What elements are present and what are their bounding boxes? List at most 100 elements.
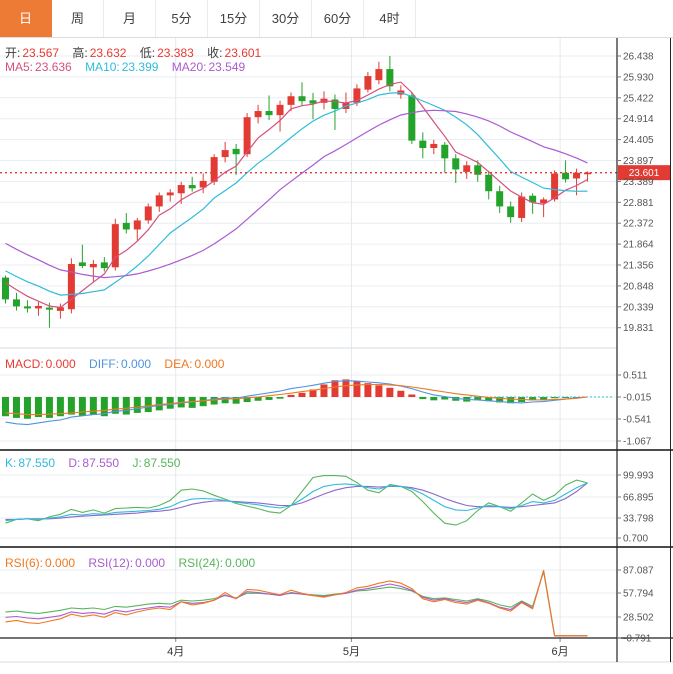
month-label: 4月 xyxy=(167,646,184,658)
macd-bar xyxy=(496,397,504,403)
tab-period-6[interactable]: 60分 xyxy=(312,0,364,37)
macd-bar xyxy=(485,397,493,402)
tab-period-7[interactable]: 4时 xyxy=(364,0,416,37)
macd-bar xyxy=(353,381,361,397)
candle-body xyxy=(485,174,493,192)
macd-axis-label: -1.067 xyxy=(623,437,652,448)
macd-axis-label: -0.015 xyxy=(623,393,652,404)
macd-bar xyxy=(34,397,42,418)
candle-body xyxy=(133,220,141,230)
macd-bar xyxy=(540,397,548,400)
main-axis-label: 20.848 xyxy=(623,281,654,292)
kdj-k-line xyxy=(5,482,588,522)
macd-axis-label: -0.541 xyxy=(623,415,652,426)
ma5-line xyxy=(5,81,588,309)
macd-bar xyxy=(419,397,427,400)
macd-bar xyxy=(1,397,9,417)
macd-axis-label: 0.511 xyxy=(623,371,648,382)
rsi12-line xyxy=(5,570,588,637)
kdj-axis-label: 99.993 xyxy=(623,471,654,482)
macd-bar xyxy=(551,397,559,399)
tab-period-5[interactable]: 30分 xyxy=(260,0,312,37)
candle-body xyxy=(45,307,53,310)
candle-body xyxy=(221,150,229,158)
candle-body xyxy=(551,173,559,200)
kdj-axis-label: 0.700 xyxy=(623,534,648,545)
main-axis-label: 24.405 xyxy=(623,135,654,146)
month-label: 5月 xyxy=(343,646,360,658)
rsi6-line xyxy=(5,569,588,637)
tab-period-1[interactable]: 周 xyxy=(52,0,104,37)
chart-area[interactable]: 4月 5月 6月 23.601 26.438 25.930 25.422 24.914 24.4… xyxy=(0,38,673,674)
candle-body xyxy=(375,69,383,81)
candle-body xyxy=(584,172,592,175)
current-price-badge-text: 23.601 xyxy=(629,168,660,179)
macd-bar xyxy=(529,397,537,401)
main-axis-label: 23.897 xyxy=(623,156,654,167)
main-axis-label: 25.422 xyxy=(623,93,654,104)
main-axis-label: 19.831 xyxy=(623,323,654,334)
macd-bar xyxy=(254,397,262,401)
candle-body xyxy=(177,185,185,194)
candle-body xyxy=(166,192,174,196)
tab-period-4[interactable]: 15分 xyxy=(208,0,260,37)
macd-bar xyxy=(23,397,31,419)
macd-bar xyxy=(386,387,394,397)
macd-bar xyxy=(45,397,53,418)
tab-period-0[interactable]: 日 xyxy=(0,0,52,37)
rsi-axis-label: -0.791 xyxy=(623,634,652,645)
rsi-axis-label: 57.794 xyxy=(623,589,654,600)
chart-canvas[interactable]: 4月 5月 6月 23.601 26.438 25.930 25.422 24.914 24.4… xyxy=(0,38,673,674)
macd-bar xyxy=(342,379,350,397)
candle-body xyxy=(243,117,251,155)
candlestick-layer xyxy=(1,55,592,328)
tab-period-3[interactable]: 5分 xyxy=(156,0,208,37)
kdj-j-line xyxy=(5,475,588,526)
candle-body xyxy=(463,165,471,172)
rsi24-line xyxy=(5,571,588,637)
dea-line xyxy=(5,383,588,416)
candle-body xyxy=(254,111,262,118)
candle-body xyxy=(89,264,97,268)
main-axis-label: 21.356 xyxy=(623,261,654,272)
macd-bar xyxy=(364,383,372,397)
candle-body xyxy=(386,69,394,87)
candle-body xyxy=(199,180,207,188)
macd-bar xyxy=(474,397,482,401)
macd-bar xyxy=(276,397,284,399)
main-axis-label: 20.339 xyxy=(623,302,654,313)
month-label: 6月 xyxy=(552,646,569,658)
macd-bar xyxy=(562,397,570,398)
candle-body xyxy=(540,199,548,204)
candle-body xyxy=(111,224,119,268)
macd-layer xyxy=(1,379,581,419)
candle-body xyxy=(122,222,130,230)
tab-period-2[interactable]: 月 xyxy=(104,0,156,37)
kdj-d-line xyxy=(5,482,588,520)
candle-body xyxy=(1,277,9,300)
macd-bar xyxy=(232,397,240,404)
rsi-axis-label: 87.087 xyxy=(623,566,654,577)
candle-body xyxy=(507,206,515,218)
candle-body xyxy=(364,76,372,90)
candle-body xyxy=(298,96,306,102)
candle-body xyxy=(331,99,339,109)
candle-body xyxy=(408,95,416,141)
main-axis-label: 21.864 xyxy=(623,240,654,251)
macd-bar xyxy=(221,397,229,404)
candle-body xyxy=(309,100,317,104)
macd-bar xyxy=(298,392,306,397)
macd-bar xyxy=(309,389,317,397)
candle-body xyxy=(430,143,438,149)
ma20-line xyxy=(5,109,588,279)
macd-bar xyxy=(89,397,97,415)
candle-body xyxy=(419,140,427,149)
candle-body xyxy=(353,88,361,103)
candle-body xyxy=(78,262,86,267)
candle-body xyxy=(573,172,581,179)
macd-bar xyxy=(210,397,218,405)
candle-body xyxy=(56,307,64,311)
candle-body xyxy=(67,264,75,310)
main-axis-label: 24.914 xyxy=(623,114,654,125)
main-axis-label: 22.881 xyxy=(623,198,654,209)
